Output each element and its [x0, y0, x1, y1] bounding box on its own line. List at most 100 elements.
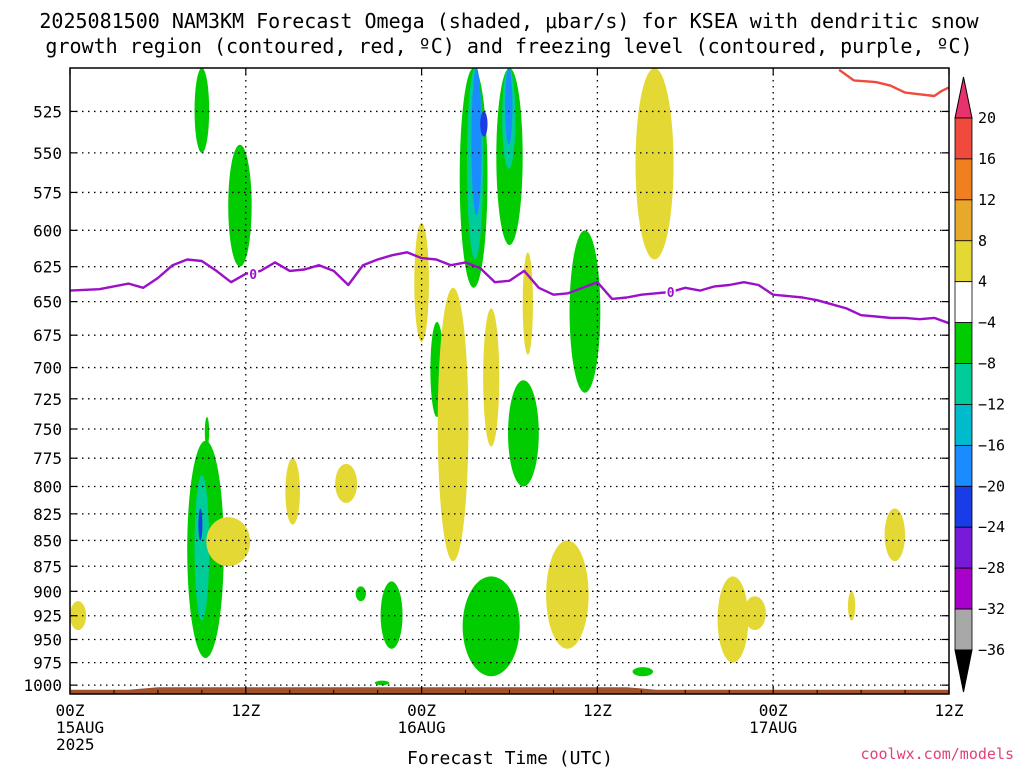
y-tick-label: 525 [33, 102, 62, 121]
colorbar-swatch [954, 567, 973, 610]
y-tick-label: 550 [33, 144, 62, 163]
omega-region-23 [483, 308, 500, 447]
y-tick-label: 650 [33, 293, 62, 312]
colorbar-swatch [954, 444, 973, 487]
y-tick-label: 675 [33, 326, 62, 345]
colorbar-swatch [954, 158, 973, 201]
omega-region-1 [194, 475, 210, 621]
omega-region-18 [471, 68, 482, 216]
colorbar-label: −36 [978, 641, 1005, 659]
y-tick-label: 575 [33, 183, 62, 202]
omega-region-34 [884, 508, 906, 562]
y-tick-label: 900 [33, 582, 62, 601]
omega-region-24 [508, 380, 539, 487]
y-tick-label: 850 [33, 531, 62, 550]
x-tick-label: 12Z [231, 701, 260, 720]
colorbar-swatch [954, 117, 973, 160]
omega-region-32 [743, 596, 766, 631]
omega-region-8 [285, 458, 301, 525]
y-tick-label: 975 [33, 654, 62, 673]
omega-region-4 [228, 144, 252, 267]
y-tick-label: 825 [33, 505, 62, 524]
x-tick-label: 2025 [56, 735, 95, 754]
x-tick-label: 00Z [759, 701, 788, 720]
omega-region-28 [569, 230, 601, 393]
omega-region-19 [480, 111, 488, 137]
colorbar-label: 12 [978, 191, 996, 209]
omega-region-25 [462, 576, 520, 677]
colorbar-swatch [954, 404, 973, 446]
omega-region-26 [522, 252, 533, 355]
omega-region-7 [206, 517, 251, 567]
x-axis-label: Forecast Time (UTC) [407, 748, 613, 768]
x-tick-label: 12Z [935, 701, 964, 720]
colorbar-bottom-arrow [954, 649, 973, 693]
x-tick-label: 17AUG [749, 718, 797, 737]
contours: 00 [70, 68, 949, 325]
omega-region-2 [198, 508, 203, 541]
colorbar-swatch [954, 199, 973, 242]
omega-region-22 [505, 68, 513, 145]
x-tick-label: 00Z [56, 701, 85, 720]
omega-region-12 [374, 680, 390, 686]
y-tick-label: 950 [33, 630, 62, 649]
colorbar-swatch [954, 281, 973, 324]
omega-region-27 [546, 540, 589, 649]
y-tick-label: 600 [33, 221, 62, 240]
y-tick-label: 925 [33, 607, 62, 626]
omega-region-9 [335, 463, 358, 504]
colorbar-label: −24 [978, 518, 1005, 536]
y-tick-label: 1000 [23, 676, 62, 695]
colorbar-label: −20 [978, 477, 1005, 495]
y-tick-label: 725 [33, 390, 62, 409]
omega-region-33 [847, 591, 856, 621]
y-tick-label: 700 [33, 359, 62, 378]
omega-region-3 [194, 68, 210, 153]
y-tick-label: 800 [33, 477, 62, 496]
omega-region-31 [717, 576, 749, 663]
grid [70, 68, 949, 694]
colorbar-swatch [954, 485, 973, 528]
colorbar: 20 16 12 8 4 −4 −8 −12 −16 −20 −24 −28 −32 −36 [954, 76, 1005, 693]
omega-region-10 [355, 586, 366, 602]
x-tick-label: 16AUG [398, 718, 446, 737]
chart-title: 2025081500 NAM3KM Forecast Omega (shaded… [39, 9, 979, 58]
colorbar-label: 4 [978, 273, 987, 291]
colorbar-swatch [954, 363, 973, 405]
colorbar-label: −28 [978, 559, 1005, 577]
contour-label: 0 [249, 268, 257, 283]
colorbar-swatch [954, 608, 973, 651]
colorbar-swatch [954, 526, 973, 569]
colorbar-label: 20 [978, 109, 996, 127]
credit-text: coolwx.com/models [860, 745, 1014, 763]
contour-line-0 [70, 251, 949, 325]
colorbar-top-arrow [954, 76, 973, 119]
colorbar-label: −12 [978, 395, 1005, 413]
colorbar-swatch [954, 240, 973, 283]
contour-label: 0 [667, 286, 675, 301]
contour-label-bg [665, 282, 676, 301]
x-tick-label: 00Z [407, 701, 436, 720]
contour-line-1 [838, 68, 949, 98]
omega-region-29 [632, 667, 654, 677]
x-tick-label: 15AUG [56, 718, 104, 737]
omega-region-6 [70, 601, 87, 631]
colorbar-label: −16 [978, 436, 1005, 454]
title-line-2: growth region (contoured, red, ºC) and f… [45, 34, 972, 58]
omega-region-15 [437, 287, 469, 562]
y-tick-label: 775 [33, 449, 62, 468]
x-tick-label: 12Z [583, 701, 612, 720]
y-axis-ticks: 525 550 575 600 625 650 675 700 725 750 775 800 825 8… [23, 102, 949, 695]
colorbar-label: −4 [978, 314, 996, 332]
y-tick-label: 625 [33, 258, 62, 277]
colorbar-label: −8 [978, 355, 996, 373]
omega-region-5 [204, 417, 210, 447]
omega-region-11 [380, 581, 403, 649]
y-tick-label: 875 [33, 557, 62, 576]
colorbar-swatch [954, 322, 973, 364]
colorbar-label: −32 [978, 600, 1005, 618]
colorbar-label: 8 [978, 232, 987, 250]
omega-region-30 [635, 68, 674, 260]
